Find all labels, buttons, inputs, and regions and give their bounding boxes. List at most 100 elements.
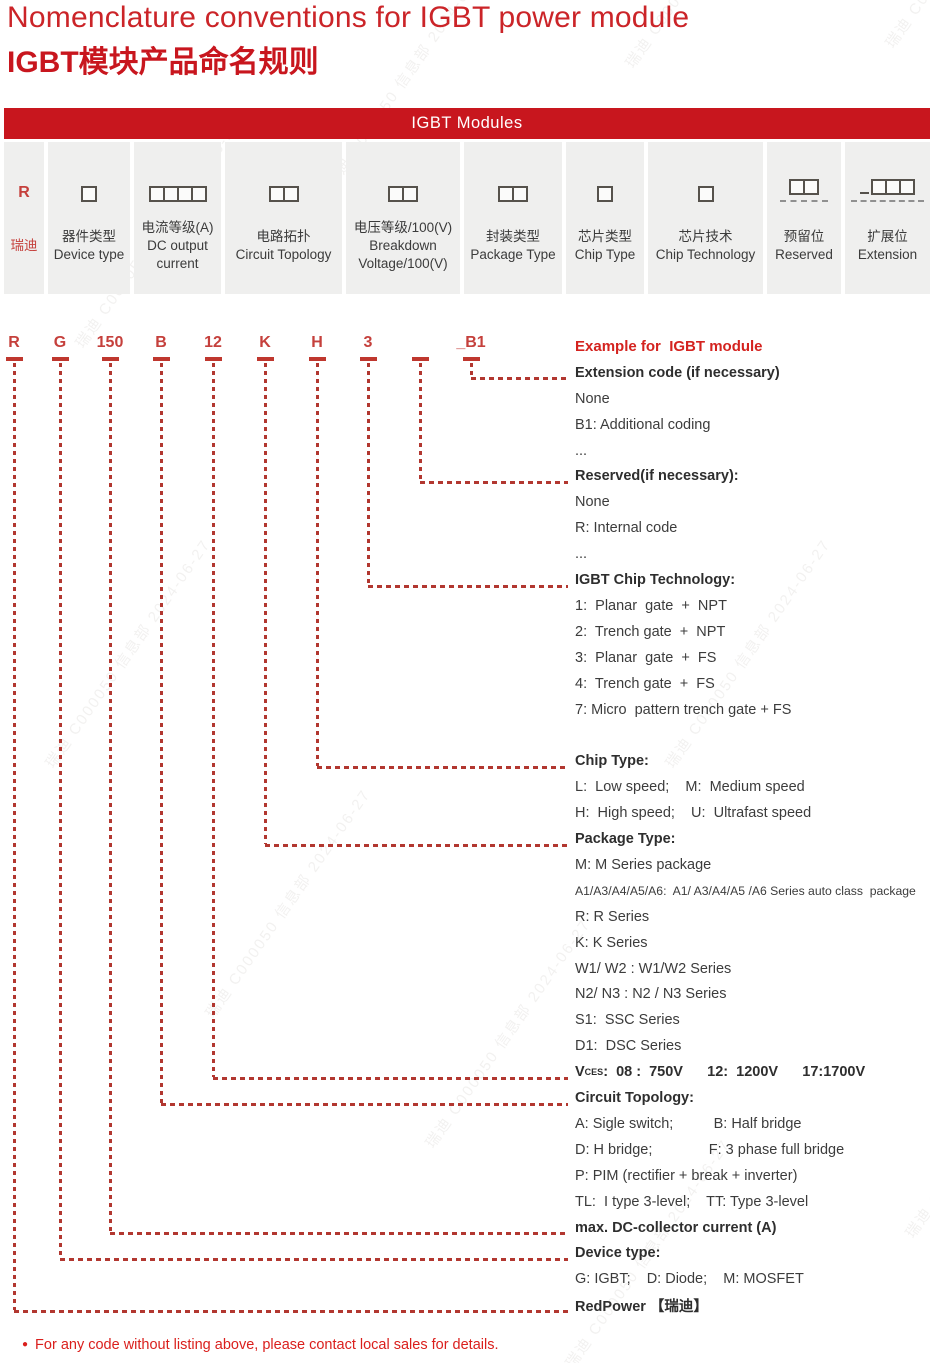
explanation-row: ...	[575, 442, 588, 459]
table-column: 芯片类型 Chip Type	[566, 142, 644, 294]
explanation-row: IGBT Chip Technology:	[575, 572, 736, 589]
connector-vertical-line	[316, 363, 319, 766]
table-column: 电流等级(A) DC output current	[134, 142, 221, 294]
code-box	[899, 179, 915, 195]
column-labels: 电流等级(A) DC output current	[134, 212, 221, 294]
column-labels: 扩展位 Extension	[856, 212, 919, 294]
example-code: G	[53, 334, 67, 351]
code-box	[697, 186, 714, 202]
connector-horizontal-line	[368, 585, 568, 588]
connector-vertical-line	[109, 363, 112, 1232]
explanation-row: Device type:	[575, 1245, 661, 1262]
column-labels: 电路拓扑 Circuit Topology	[234, 212, 334, 294]
explanation-row: Package Type:	[575, 831, 676, 848]
table-column: 电路拓扑 Circuit Topology	[225, 142, 342, 294]
code-box-group	[851, 179, 924, 202]
column-label-cn: 封装类型	[486, 229, 540, 244]
explanation-row: A1/A3/A4/A5/A6: A1/ A3/A4/A5 /A6 Series …	[575, 883, 916, 898]
column-label-en: Chip Technology	[655, 247, 756, 262]
code-box-group	[268, 186, 299, 202]
explanation-row: RedPower 【瑞迪】	[575, 1298, 708, 1315]
column-labels: 芯片技术 Chip Technology	[654, 212, 758, 294]
column-code-row	[597, 142, 613, 212]
table-header-bar: IGBT Modules	[4, 108, 930, 139]
table-column: 预留位 Reserved	[767, 142, 841, 294]
explanation-row: P: PIM (rectifier + break + inverter)	[575, 1167, 798, 1184]
connector-vertical-line	[160, 363, 163, 1103]
column-labels: 预留位 Reserved	[773, 212, 835, 294]
column-label-cn: 电流等级(A)	[141, 220, 214, 235]
column-label-en: Circuit Topology	[235, 247, 332, 262]
footer-text: For any code without listing above, plea…	[35, 1337, 499, 1353]
explanation-row: W1/ W2 : W1/W2 Series	[575, 960, 732, 977]
column-label-cn: 扩展位	[867, 229, 908, 244]
explanation-row: Circuit Topology:	[575, 1090, 694, 1107]
connector-vertical-line	[470, 363, 473, 377]
explanation-row: 1: Planar gate + NPT	[575, 597, 727, 614]
underscore-mark	[860, 192, 869, 194]
watermark-text: 瑞迪 C000050 信息部 2024-06-27	[42, 536, 215, 772]
code-box-group	[597, 186, 613, 202]
column-label-cn: 器件类型	[61, 229, 116, 244]
explanation-row: D: H bridge; F: 3 phase full bridge	[575, 1141, 845, 1158]
explanation-row: L: Low speed; M: Medium speed	[575, 779, 805, 796]
code-box	[512, 186, 528, 202]
column-code-row	[697, 142, 714, 212]
column-code-row	[851, 142, 924, 212]
example-code: 12	[204, 334, 222, 351]
code-tick	[102, 357, 119, 361]
connector-horizontal-line	[60, 1258, 568, 1261]
example-code: 150	[96, 334, 124, 351]
explanation-row: 3: Planar gate + FS	[575, 649, 717, 666]
example-code: _B1	[456, 334, 486, 351]
connector-horizontal-line	[471, 377, 568, 380]
code-tick	[153, 357, 170, 361]
code-tick	[412, 357, 429, 361]
code-box-group	[498, 186, 528, 202]
explanation-row: K: K Series	[575, 934, 648, 951]
code-structure-table: R 瑞迪 器件类型 Device type 电流等级(A) DC output curre…	[4, 142, 930, 294]
connector-vertical-line	[264, 363, 267, 844]
explanation-row: 4: Trench gate + FS	[575, 675, 715, 692]
code-box-group	[81, 186, 97, 202]
table-column: R 瑞迪	[4, 142, 44, 294]
example-code: K	[259, 334, 271, 351]
column-code-row	[81, 142, 97, 212]
explanation-row: S1: SSC Series	[575, 1012, 680, 1029]
explanation-row: None	[575, 494, 610, 511]
column-labels: 封装类型 Package Type	[468, 212, 557, 294]
column-code-row	[268, 142, 299, 212]
code-tick	[205, 357, 222, 361]
explanation-row: Extension code (if necessary)	[575, 364, 780, 381]
column-label-cn: 电路拓扑	[256, 229, 311, 244]
example-code: 3	[363, 334, 373, 351]
explanation-row: Example for IGBT module	[575, 338, 763, 356]
code-box	[402, 186, 418, 202]
explanation-row: Chip Type:	[575, 753, 649, 770]
connector-horizontal-line	[265, 844, 568, 847]
code-box	[597, 186, 613, 202]
connector-vertical-line	[212, 363, 215, 1077]
watermark-text: 瑞迪 C000050 信息部 2024-06-27	[202, 786, 375, 1022]
explanation-row: TL: I type 3-level; TT: Type 3-level	[575, 1193, 809, 1210]
explanation-row: N2/ N3 : N2 / N3 Series	[575, 986, 727, 1003]
column-code-row	[148, 142, 207, 212]
code-box	[190, 186, 207, 202]
example-code: H	[311, 334, 323, 351]
example-code: R	[8, 334, 20, 351]
table-column: 电压等级/100(V) Breakdown Voltage/100(V)	[346, 142, 460, 294]
code-box-group	[780, 179, 828, 202]
connector-vertical-line	[367, 363, 370, 585]
column-code-row: R	[18, 142, 30, 212]
table-column: 封装类型 Package Type	[464, 142, 562, 294]
example-code: B	[155, 334, 167, 351]
connector-horizontal-line	[14, 1310, 568, 1313]
connector-horizontal-line	[213, 1077, 568, 1080]
bullet-icon: ●	[22, 1339, 29, 1350]
explanation-row: max. DC-collector current (A)	[575, 1219, 777, 1236]
connector-horizontal-line	[110, 1232, 568, 1235]
connector-vertical-line	[419, 363, 422, 481]
explanation-row: V CES: 08 : 750V 12: 1200V 17:1700V	[575, 1064, 866, 1081]
watermark-text: 瑞迪 C000050 信息部 2024-06-27	[422, 916, 595, 1152]
